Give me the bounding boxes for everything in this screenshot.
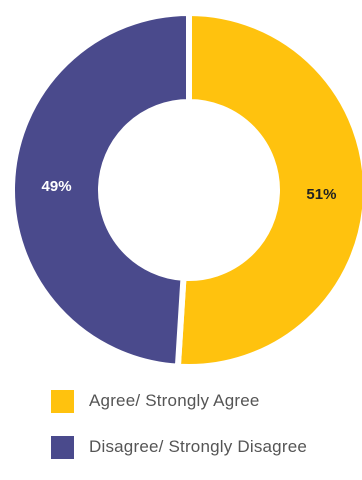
legend-item-disagree: Disagree/ Strongly Disagree [51,434,307,460]
legend-swatch-disagree [51,435,74,459]
data-label-agree: 51% [306,186,336,203]
legend-label-disagree: Disagree/ Strongly Disagree [89,437,307,456]
legend-item-agree: Agree/ Strongly Agree [51,388,307,414]
legend: Agree/ Strongly Agree Disagree/ Strongly… [51,388,307,480]
legend-label-agree: Agree/ Strongly Agree [89,391,260,410]
data-label-disagree: 49% [42,178,72,195]
slice-agree [174,9,362,370]
slice-disagree [9,9,192,370]
legend-swatch-agree [51,389,74,413]
donut-chart: 51% 49% [9,9,362,370]
